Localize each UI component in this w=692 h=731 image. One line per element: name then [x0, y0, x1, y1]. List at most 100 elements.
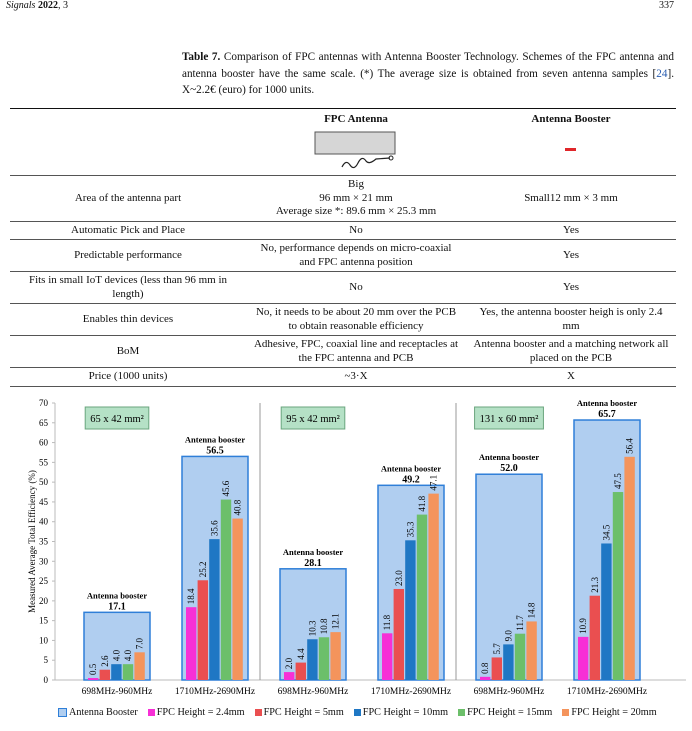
value-label: 11.7 — [515, 615, 525, 631]
annotation-box — [84, 406, 150, 430]
value-label: 18.4 — [186, 588, 196, 604]
value-label: 4.0 — [111, 649, 121, 661]
legend-item: FPC Height = 5mm — [254, 707, 344, 718]
bar — [111, 664, 122, 680]
bar — [134, 652, 145, 680]
cell: Automatic Pick and Place — [10, 221, 246, 240]
annotation-text: 131 x 60 mm² — [480, 414, 539, 425]
y-tick-label: 10 — [39, 635, 49, 645]
cell: Adhesive, FPC, coaxial line and receptac… — [246, 335, 466, 368]
bar — [318, 637, 330, 680]
caption-label: Table 7. — [182, 51, 221, 63]
table-caption: Table 7. Comparison of FPC antennas with… — [182, 49, 674, 99]
bar — [416, 514, 428, 680]
bar — [480, 676, 491, 680]
y-tick-label: 45 — [39, 497, 49, 507]
value-label: 11.8 — [382, 614, 392, 630]
bar — [514, 633, 526, 680]
table-row: Predictable performance No, performance d… — [10, 239, 676, 272]
citation[interactable]: 24 — [656, 67, 668, 80]
caption-text: ]. X~2.2€ (euro) for 1000 units. — [182, 67, 674, 97]
legend-item: FPC Height = 20mm — [562, 707, 657, 718]
value-label: 10.9 — [578, 618, 588, 634]
cell-line: Big — [348, 178, 364, 190]
y-tick-label: 20 — [39, 596, 49, 606]
cell: BoM — [10, 335, 246, 368]
bar — [220, 499, 232, 680]
legend-swatch — [458, 709, 466, 717]
bar — [232, 518, 243, 680]
bar — [186, 607, 197, 680]
cell-line: 96 mm × 21 mm — [319, 191, 393, 204]
cell: Small12 mm × 3 mm — [466, 175, 676, 222]
legend-swatch — [353, 709, 361, 717]
booster-label: Antenna booster — [283, 547, 343, 557]
y-tick-label: 40 — [39, 517, 49, 527]
bar — [122, 664, 134, 680]
cell: Big 96 mm × 21 mm Average size *: 89.6 mm … — [246, 175, 466, 222]
value-label: 35.6 — [209, 520, 219, 536]
value-label: 2.6 — [100, 655, 110, 667]
value-label: 40.8 — [233, 499, 243, 515]
y-tick-label: 30 — [39, 556, 49, 566]
cell: Yes, the antenna booster heigh is only 2… — [466, 303, 676, 336]
value-label: 23.0 — [394, 570, 404, 586]
bar — [99, 669, 110, 680]
value-label: 10.8 — [319, 618, 329, 634]
caption-text: Comparison of FPC antennas with Antenna … — [182, 51, 674, 80]
table-row: Fits in small IoT devices (less than 96 … — [10, 271, 676, 304]
annotation-box — [280, 406, 346, 430]
y-tick-label: 65 — [39, 418, 49, 428]
y-tick-label: 50 — [39, 477, 49, 487]
bar — [428, 493, 439, 680]
cell: Fits in small IoT devices (less than 96 … — [10, 271, 246, 304]
value-label: 34.5 — [601, 524, 611, 540]
value-label: 0.5 — [88, 663, 98, 675]
legend-label: FPC Height = 5mm — [263, 707, 344, 718]
cell: Area of the antenna part — [10, 175, 246, 222]
x-tick-label: 1710MHz-2690MHz — [567, 687, 647, 697]
bar — [624, 456, 635, 680]
value-label: 41.8 — [417, 495, 427, 511]
y-tick-label: 5 — [44, 655, 49, 665]
cell: Predictable performance — [10, 239, 246, 272]
legend-item: Antenna Booster — [58, 707, 138, 718]
cell: Yes — [466, 239, 676, 272]
y-tick-label: 60 — [39, 438, 49, 448]
value-label: 12.1 — [331, 613, 341, 629]
legend-label: Antenna Booster — [69, 707, 138, 718]
x-tick-label: 1710MHz-2690MHz — [371, 687, 451, 697]
value-label: 47.5 — [613, 473, 623, 489]
legend-item: FPC Height = 15mm — [458, 707, 552, 718]
value-label: 35.3 — [405, 521, 415, 537]
table-row: Price (1000 units) ~3·X X — [10, 367, 676, 387]
annotation: 95 x 42 mm² — [280, 406, 346, 430]
value-label: 45.6 — [221, 480, 231, 496]
y-tick-label: 25 — [39, 576, 49, 586]
legend-label: FPC Height = 20mm — [571, 707, 657, 718]
bar — [209, 539, 220, 680]
cell-line: Average size *: 89.6 mm × 25.3 mm — [275, 205, 437, 217]
table-row: Automatic Pick and Place No Yes — [10, 221, 676, 240]
legend-item: FPC Height = 2.4mm — [147, 707, 245, 718]
cell: X — [466, 367, 676, 387]
value-label: 52.0 — [500, 463, 518, 474]
value-label: 5.7 — [492, 643, 502, 655]
booster-label: Antenna booster — [577, 398, 637, 408]
bar — [526, 621, 537, 680]
value-label: 65.7 — [598, 409, 616, 420]
cell — [246, 128, 466, 176]
header-cell: FPC Antenna — [246, 108, 466, 129]
legend-item: FPC Height = 10mm — [353, 707, 448, 718]
annotation-text: 65 x 42 mm² — [90, 414, 144, 425]
value-label: 0.8 — [480, 662, 490, 674]
booster-label: Antenna booster — [479, 452, 539, 462]
bar — [393, 588, 404, 680]
cell: No, it needs to be about 20 mm over the … — [246, 303, 466, 336]
value-label: 4.0 — [123, 649, 133, 661]
legend: Antenna Booster FPC Height = 2.4mm FPC Hei… — [58, 707, 657, 718]
page-number: 337 — [659, 0, 674, 11]
cell: No — [246, 271, 466, 304]
bar — [589, 595, 600, 680]
